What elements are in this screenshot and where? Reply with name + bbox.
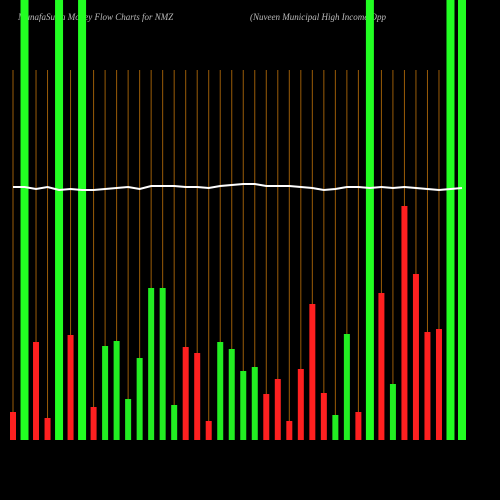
bar [182, 347, 189, 440]
chart-subtitle: (Nuveen Municipal High Income Opp [250, 12, 386, 22]
highlight-column [55, 0, 64, 440]
highlight-column [458, 0, 466, 440]
bar [309, 304, 316, 440]
bar [378, 293, 385, 440]
bar [297, 369, 304, 440]
highlight-column [20, 0, 29, 440]
bar [159, 288, 166, 440]
bar [286, 421, 293, 440]
bar [125, 399, 132, 440]
bar [113, 341, 120, 440]
bar [228, 349, 235, 440]
bar [217, 342, 224, 440]
bar [205, 421, 212, 440]
bar [424, 332, 431, 440]
bar [332, 415, 339, 440]
money-flow-line [13, 183, 463, 192]
bar [251, 367, 258, 440]
bar [320, 393, 327, 440]
bar [10, 412, 16, 440]
bar [148, 288, 155, 440]
bar [33, 342, 40, 440]
bar [90, 407, 97, 440]
bar [171, 405, 178, 440]
bar [435, 329, 442, 440]
highlight-column [446, 0, 455, 440]
chart-title: MunafaSutra Money Flow Charts for NMZ [17, 12, 174, 22]
bar [194, 353, 201, 440]
bar [355, 412, 362, 440]
bar [412, 274, 419, 440]
bar [263, 394, 270, 440]
bar [67, 335, 74, 440]
bar [44, 418, 51, 440]
bar [240, 371, 247, 440]
mark-layer [10, 0, 466, 440]
bar [401, 206, 408, 440]
highlight-column [365, 0, 374, 440]
bar [343, 334, 350, 440]
bar [136, 358, 143, 440]
bar [389, 384, 396, 440]
highlight-column [78, 0, 87, 440]
bar [274, 379, 281, 440]
bar [102, 346, 109, 440]
